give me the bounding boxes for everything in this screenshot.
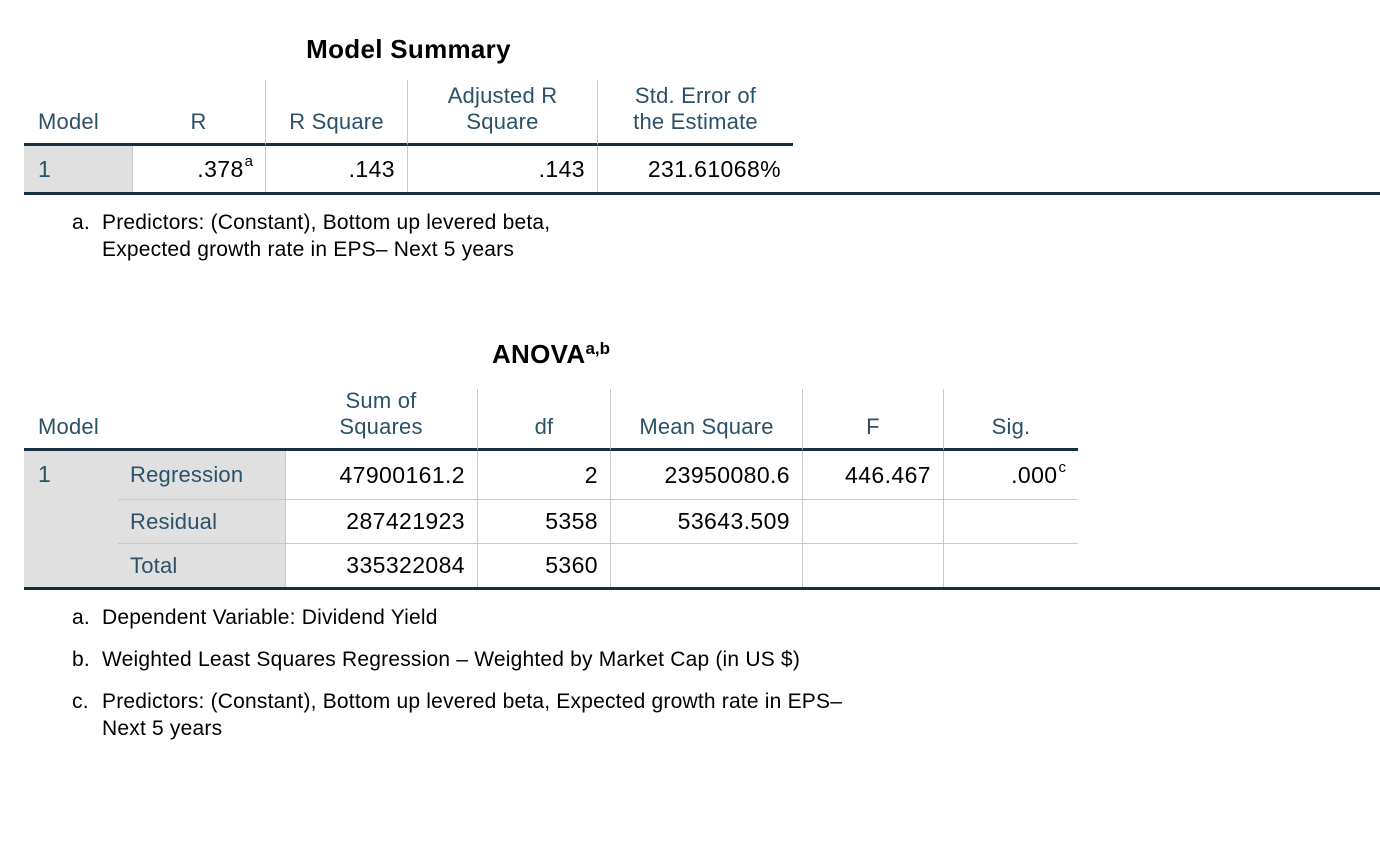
column-header-std-error: Std. Error of the Estimate — [597, 80, 793, 146]
column-header-f: F — [802, 389, 943, 451]
mean-square-cell — [610, 543, 802, 587]
footnote-a: a. Dependent Variable: Dividend Yield — [72, 604, 1380, 631]
footnote-text: Weighted Least Squares Regression – Weig… — [102, 648, 801, 671]
sig-cell — [943, 499, 1078, 543]
anova-title-text: ANOVA — [491, 339, 586, 369]
footnote-marker-c: c — [1058, 458, 1067, 476]
footnote-marker: c. — [72, 690, 89, 713]
sum-of-squares-cell: 287421923 — [285, 499, 477, 543]
model-number-cell: 1 — [24, 451, 118, 587]
model-summary-footnotes: a. Predictors: (Constant), Bottom up lev… — [72, 209, 1380, 263]
column-header-sig: Sig. — [943, 389, 1078, 451]
footnote-marker: a. — [72, 211, 90, 234]
column-header-r-square: R Square — [265, 80, 407, 146]
df-cell: 2 — [477, 451, 610, 499]
column-header-sum-of-squares: Sum of Squares — [285, 388, 477, 451]
r-square-cell: .143 — [265, 146, 407, 192]
r-value-cell: .378 a — [132, 146, 265, 192]
df-cell: 5360 — [477, 543, 610, 587]
adjusted-r-square-cell: .143 — [407, 146, 597, 192]
column-header-adjusted-r-square: Adjusted R Square — [407, 80, 597, 146]
column-header-model: Model — [24, 80, 132, 146]
mean-square-cell: 23950080.6 — [610, 451, 802, 499]
footnote-marker: b. — [72, 648, 90, 671]
std-error-cell: 231.61068% — [597, 146, 793, 192]
column-header-df: df — [477, 389, 610, 451]
footnote-b: b. Weighted Least Squares Regression – W… — [72, 646, 1380, 673]
row-label-regression: Regression — [118, 451, 285, 499]
sum-of-squares-cell: 335322084 — [285, 543, 477, 587]
df-cell: 5358 — [477, 499, 610, 543]
anova-title: ANOVAa,b — [24, 339, 1078, 373]
f-cell — [802, 543, 943, 587]
model-summary-table: Model R R Square Adjusted R Square Std. … — [24, 80, 1380, 195]
anova-table: Model Sum of Squares df Mean Square F Si… — [24, 388, 1380, 590]
row-label-residual: Residual — [118, 499, 285, 543]
anova-title-footnote-markers: a,b — [585, 339, 611, 358]
footnote-a: a. Predictors: (Constant), Bottom up lev… — [72, 209, 1380, 263]
model-summary-title: Model Summary — [306, 34, 511, 64]
column-header-model: Model — [24, 389, 285, 451]
sum-of-squares-cell: 47900161.2 — [285, 451, 477, 499]
sig-cell: .000 c — [943, 451, 1078, 499]
model-number-cell: 1 — [24, 146, 132, 192]
sig-value: .000 — [1011, 461, 1058, 488]
f-cell: 446.467 — [802, 451, 943, 499]
footnote-marker: a. — [72, 606, 90, 629]
footnote-marker-a: a — [244, 152, 253, 170]
f-cell — [802, 499, 943, 543]
footnote-text: Predictors: (Constant), Bottom up levere… — [102, 211, 551, 261]
sig-cell — [943, 543, 1078, 587]
r-value: .378 — [197, 155, 244, 182]
mean-square-cell: 53643.509 — [610, 499, 802, 543]
column-header-r: R — [132, 80, 265, 146]
row-label-total: Total — [118, 543, 285, 587]
anova-footnotes: a. Dependent Variable: Dividend Yield b.… — [72, 604, 1380, 742]
column-header-mean-square: Mean Square — [610, 389, 802, 451]
footnote-text: Predictors: (Constant), Bottom up levere… — [102, 690, 843, 740]
footnote-c: c. Predictors: (Constant), Bottom up lev… — [72, 688, 1380, 742]
footnote-text: Dependent Variable: Dividend Yield — [102, 606, 438, 629]
